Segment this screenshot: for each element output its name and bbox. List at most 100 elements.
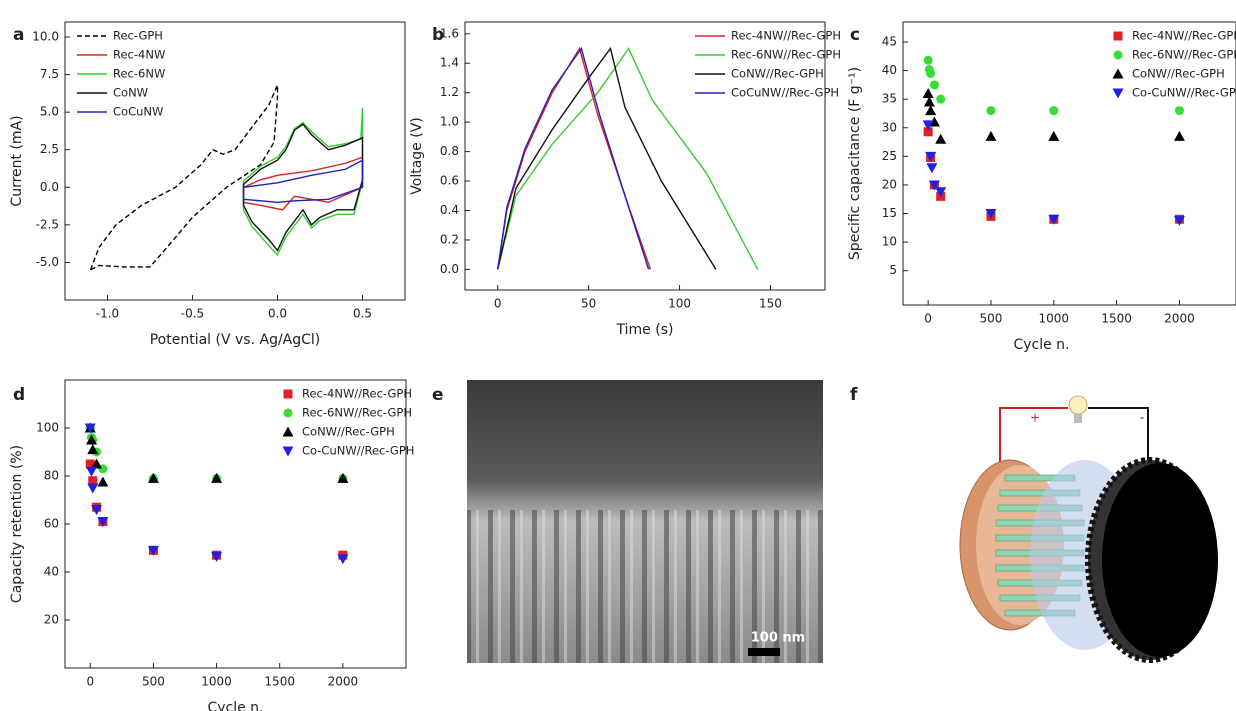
marker (1174, 106, 1184, 116)
panel-label: b (432, 25, 444, 45)
marker (88, 476, 98, 486)
marker (929, 80, 939, 90)
legend-label: Rec-4NW//Rec-GPH (1132, 29, 1236, 43)
legend-label: CoCuNW//Rec-GPH (731, 86, 839, 100)
x-tick-label: 0 (494, 297, 502, 311)
y-tick-label: 10 (882, 235, 897, 249)
marker (922, 87, 934, 98)
marker (1173, 130, 1185, 141)
x-tick-label: 1000 (201, 675, 232, 689)
marker (1048, 214, 1060, 225)
marker (935, 187, 947, 198)
y-tick-label: 1.0 (440, 115, 459, 129)
y-tick-label: 7.5 (40, 67, 59, 81)
y-axis-label: Voltage (V) (409, 117, 425, 194)
legend-label: CoNW (113, 86, 148, 100)
x-tick-label: 1500 (264, 675, 295, 689)
device-diagram (959, 395, 1218, 663)
legend-label: Rec-4NW (113, 48, 165, 62)
y-tick-label: 45 (882, 35, 897, 49)
x-tick-label: 0.0 (268, 307, 287, 321)
marker (935, 133, 947, 144)
marker (1112, 68, 1124, 79)
marker (928, 180, 940, 191)
series-line (242, 123, 364, 252)
marker (925, 151, 937, 162)
x-axis-label: Cycle n. (207, 700, 263, 711)
marker (97, 517, 109, 528)
series-line (497, 46, 717, 270)
y-tick-label: -2.5 (36, 217, 59, 231)
y-tick-label: 20 (882, 177, 897, 191)
plot-frame (64, 21, 406, 301)
series-line (89, 84, 279, 271)
legend-label: Co-CuNW//Rec-GPH (1132, 86, 1236, 100)
marker (87, 483, 99, 494)
x-tick-label: 2000 (1164, 312, 1195, 326)
legend-label: Rec-6NW//Rec-GPH (731, 48, 841, 62)
marker (936, 94, 946, 104)
y-tick-label: 5.0 (40, 105, 59, 119)
y-tick-label: 15 (882, 206, 897, 220)
marker (337, 472, 349, 483)
marker (928, 116, 940, 127)
x-tick-label: -1.0 (96, 307, 119, 321)
y-tick-label: 30 (882, 120, 897, 134)
marker (337, 554, 349, 565)
x-tick-label: 500 (980, 312, 1003, 326)
marker (147, 545, 159, 556)
y-tick-label: 25 (882, 149, 897, 163)
marker (985, 130, 997, 141)
y-tick-label: 35 (882, 92, 897, 106)
marker (926, 68, 936, 78)
marker (1173, 215, 1185, 226)
y-tick-label: 0.0 (40, 180, 59, 194)
legend-label: Rec-6NW//Rec-GPH (1132, 48, 1236, 62)
minus-sign: - (1140, 411, 1144, 425)
y-tick-label: 80 (44, 469, 59, 483)
marker (283, 389, 293, 399)
panel-label: d (13, 385, 25, 405)
marker (85, 459, 95, 469)
y-axis-label: Capacity retention (%) (9, 445, 25, 603)
x-tick-label: 50 (581, 297, 596, 311)
x-tick-label: 150 (759, 297, 782, 311)
legend-label: CoNW//Rec-GPH (731, 67, 824, 81)
y-tick-label: 1.6 (440, 26, 459, 40)
plot-frame (464, 21, 826, 291)
x-tick-label: 2000 (328, 675, 359, 689)
marker (211, 472, 223, 483)
marker (1112, 88, 1124, 99)
panel-label: e (432, 385, 444, 405)
panel-label: f (850, 385, 858, 405)
series-line (242, 159, 364, 204)
y-axis-label: Specific capacitance (F g⁻¹) (847, 67, 863, 260)
y-tick-label: -5.0 (36, 255, 59, 269)
marker (922, 120, 934, 131)
y-tick-label: 1.2 (440, 85, 459, 99)
y-tick-label: 0.4 (440, 203, 459, 217)
plot-frame (64, 379, 407, 669)
marker (86, 466, 98, 477)
marker (986, 106, 996, 116)
y-tick-label: 0.0 (440, 262, 459, 276)
marker (211, 551, 223, 562)
x-tick-label: 1500 (1101, 312, 1132, 326)
marker (87, 444, 99, 455)
y-tick-label: 40 (44, 565, 59, 579)
y-tick-label: 0.6 (440, 174, 459, 188)
y-tick-label: 20 (44, 613, 59, 627)
marker (91, 505, 103, 516)
marker (925, 105, 937, 116)
marker (91, 458, 103, 469)
y-tick-label: 0.2 (440, 232, 459, 246)
marker (84, 423, 96, 434)
legend-label: Rec-GPH (113, 29, 163, 43)
x-axis-label: Time (s) (616, 322, 674, 338)
x-axis-label: Cycle n. (1013, 337, 1069, 353)
y-tick-label: 100 (36, 421, 59, 435)
y-tick-label: 0.8 (440, 144, 459, 158)
marker (923, 96, 935, 107)
marker (283, 408, 293, 418)
